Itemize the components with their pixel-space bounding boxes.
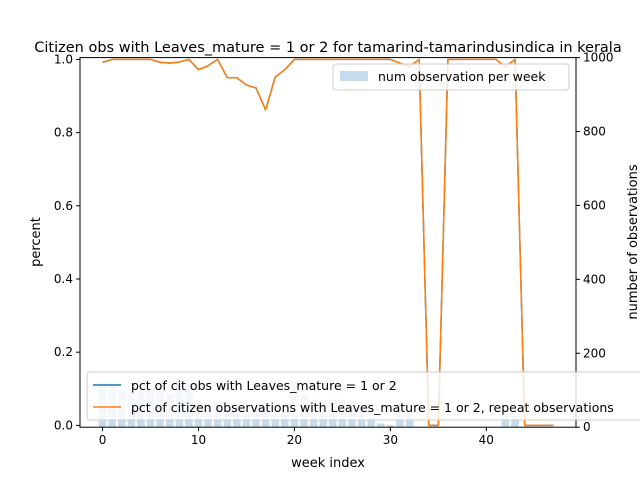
y-right-tick-label: 200	[583, 346, 606, 360]
x-axis-label: week index	[291, 456, 365, 471]
y-right-tick-label: 800	[583, 125, 606, 139]
x-tick-label: 0	[99, 433, 107, 447]
y-tick-label: 0.8	[54, 126, 73, 140]
y-axis-right: 0 200 400 600 800 1000	[576, 51, 614, 434]
x-tick-label: 40	[479, 433, 494, 447]
y-right-tick-label: 1000	[583, 51, 614, 65]
x-axis: 0 10 20 30 40	[99, 427, 494, 447]
legend-orange-label: pct of citizen observations with Leaves_…	[131, 400, 614, 415]
lines-layer	[102, 58, 554, 427]
legend-upper-box	[332, 63, 570, 91]
bar-week-43	[511, 416, 519, 428]
bar-week-28	[367, 417, 376, 428]
bar-week-18	[271, 414, 280, 428]
y-right-tick-label: 600	[583, 198, 606, 212]
y-right-tick-label: 400	[583, 272, 606, 286]
y-tick-label: 0.2	[54, 345, 73, 359]
bar-week-29	[376, 423, 385, 428]
y-tick-label: 1.0	[54, 52, 73, 66]
legend-blue-label: pct of cit obs with Leaves_mature = 1 or…	[131, 378, 397, 393]
y-axis-label-right: number of observations	[626, 164, 640, 319]
plot-frame	[79, 57, 577, 428]
y-tick-label: 0.4	[54, 272, 73, 286]
y-axis-label: percent	[29, 217, 44, 267]
x-tick-label: 30	[383, 433, 398, 447]
legend-lower-box	[86, 371, 640, 421]
line-series-0	[102, 58, 554, 427]
line-series-1	[102, 58, 554, 427]
x-tick-label: 20	[287, 433, 302, 447]
legend-upper: num observation per week	[332, 63, 570, 91]
y-axis-left: 0.0 0.2 0.4 0.6 0.8 1.0	[54, 52, 80, 432]
y-right-tick-label: 0	[583, 420, 591, 434]
x-tick-label: 10	[191, 433, 206, 447]
chart-title: Citizen obs with Leaves_mature = 1 or 2 …	[34, 40, 621, 56]
legend-bar-swatch	[340, 71, 368, 81]
y-tick-label: 0.0	[54, 418, 73, 432]
legend-lower: pct of cit obs with Leaves_mature = 1 or…	[86, 371, 640, 421]
bar-week-30	[386, 425, 395, 428]
y-tick-label: 0.6	[54, 199, 73, 213]
legend-bar-label: num observation per week	[378, 69, 546, 84]
